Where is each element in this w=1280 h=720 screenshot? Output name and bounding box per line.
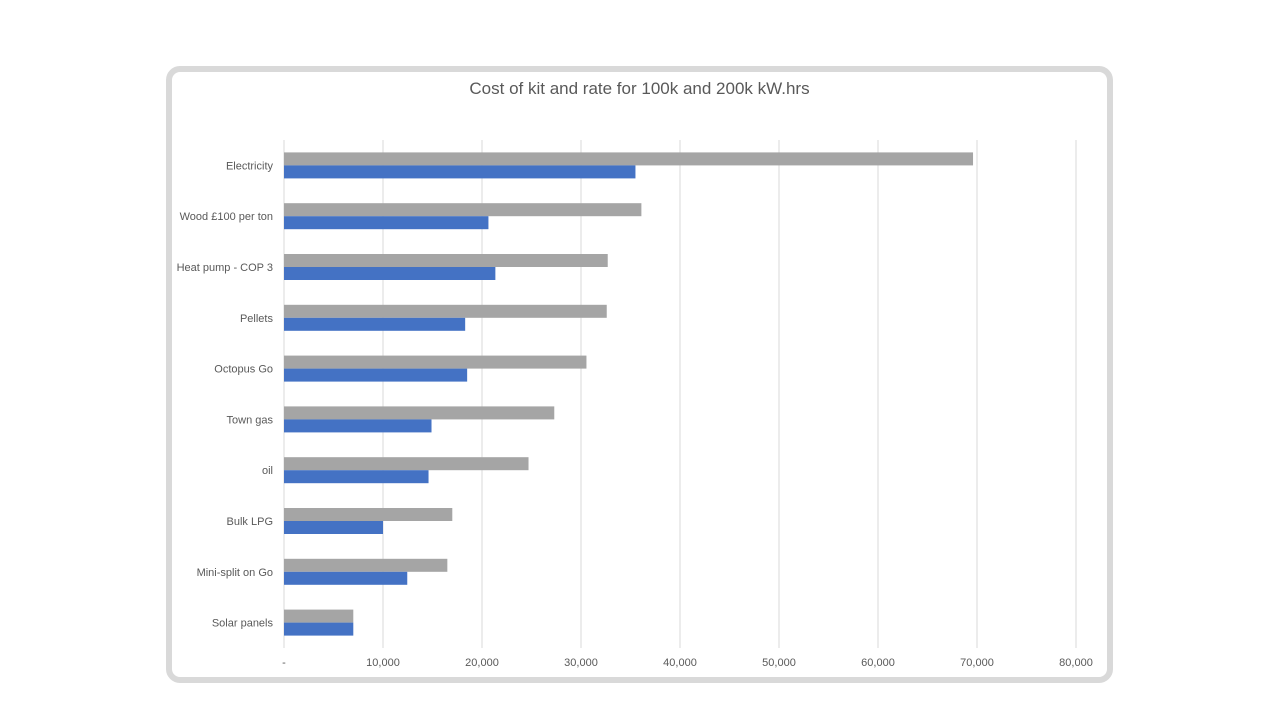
category-label: Solar panels (212, 618, 274, 630)
category-label: Bulk LPG (227, 516, 273, 528)
category-label: Wood £100 per ton (180, 211, 273, 223)
bar (284, 267, 496, 280)
category-label: Town gas (227, 414, 274, 426)
bar (284, 203, 642, 217)
category-label: Electricity (226, 160, 274, 172)
x-tick-label: 50,000 (762, 657, 796, 669)
bar (284, 558, 448, 572)
category-label: oil (262, 465, 273, 477)
x-tick-label: 10,000 (366, 657, 400, 669)
x-tick-label: 40,000 (663, 657, 697, 669)
x-tick-label: 30,000 (564, 657, 598, 669)
bar (284, 521, 383, 534)
category-label: Heat pump - COP 3 (177, 262, 273, 274)
bar (284, 254, 608, 267)
bar (284, 216, 489, 230)
bar (284, 609, 354, 623)
bar (284, 165, 636, 179)
x-tick-label: 60,000 (861, 657, 895, 669)
bar (284, 571, 408, 585)
bar (284, 406, 555, 420)
chart-title: Cost of kit and rate for 100k and 200k k… (469, 79, 810, 98)
category-label: Pellets (240, 313, 274, 325)
bar (284, 622, 354, 636)
bar (284, 457, 529, 471)
bar (284, 317, 466, 331)
category-label: Mini-split on Go (197, 567, 273, 579)
bar (284, 508, 453, 521)
category-label: Octopus Go (214, 364, 273, 376)
x-tick-label: - (282, 657, 286, 669)
bar (284, 304, 607, 318)
bar (284, 355, 587, 369)
bar (284, 368, 468, 382)
x-tick-label: 20,000 (465, 657, 499, 669)
bar (284, 419, 432, 433)
x-tick-label: 70,000 (960, 657, 994, 669)
bar (284, 152, 974, 166)
bar (284, 470, 429, 484)
x-tick-label: 80,000 (1059, 657, 1093, 669)
